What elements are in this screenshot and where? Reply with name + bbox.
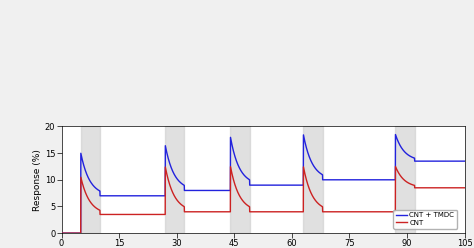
Bar	[230, 126, 250, 233]
Legend: CNT + TMDC, CNT: CNT + TMDC, CNT	[393, 210, 457, 229]
Y-axis label: Response (%): Response (%)	[33, 149, 42, 211]
Bar	[395, 126, 415, 233]
Bar	[81, 126, 100, 233]
Bar	[165, 126, 184, 233]
Bar	[303, 126, 322, 233]
